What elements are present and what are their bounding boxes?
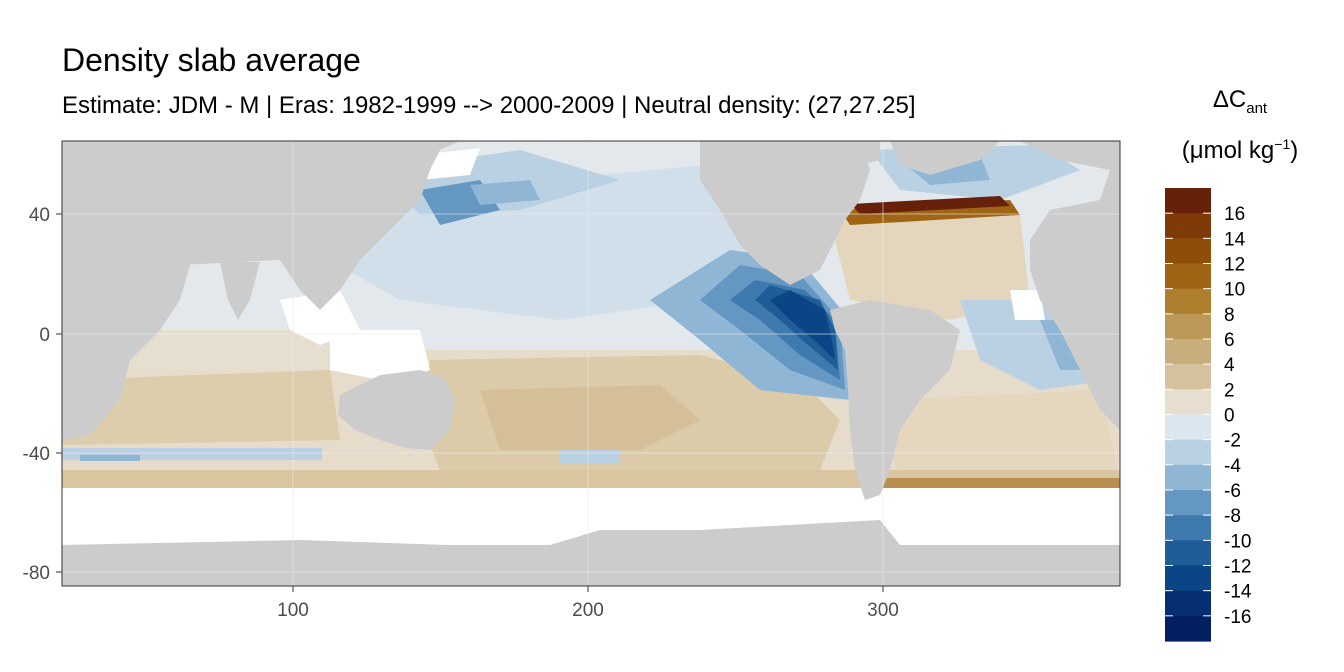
legend-color-step <box>1165 540 1211 567</box>
x-axis-labels: 100 200 300 <box>277 600 899 621</box>
legend-label: -6 <box>1224 481 1241 502</box>
panel-border <box>61 140 1121 587</box>
chart-subtitle: Estimate: JDM - M | Eras: 1982-1999 --> … <box>62 92 916 119</box>
legend-unit-sup: −1 <box>1274 136 1291 152</box>
legend-color-step <box>1165 313 1211 340</box>
legend-color-step <box>1165 490 1211 516</box>
y-tick-label: -80 <box>23 563 50 584</box>
map-panel <box>62 141 1120 586</box>
legend-label: 0 <box>1224 406 1235 427</box>
legend-color-step <box>1165 213 1211 239</box>
land <box>62 141 1120 586</box>
legend-label: 16 <box>1224 204 1245 225</box>
land-india <box>220 262 260 320</box>
y-axis-labels: 40 0 -40 -80 <box>23 205 50 584</box>
legend-label: -16 <box>1224 607 1251 628</box>
legend-label: 12 <box>1224 255 1245 276</box>
legend-color-step <box>1165 339 1211 365</box>
axis-ticks <box>56 213 884 592</box>
grid-lines <box>62 141 1120 586</box>
legend-label: -12 <box>1224 557 1251 578</box>
legend-color-step <box>1165 414 1211 441</box>
legend-color-step <box>1165 188 1211 214</box>
legend-color-step <box>1165 515 1211 541</box>
legend-color-step <box>1165 615 1211 642</box>
legend-color-step <box>1165 439 1211 466</box>
x-tick-label: 100 <box>277 600 309 621</box>
legend-label: 14 <box>1224 229 1246 250</box>
x-tick-label: 200 <box>572 600 604 621</box>
legend-color-step <box>1165 263 1211 290</box>
legend-color-step <box>1165 590 1211 617</box>
legend-label: -2 <box>1224 431 1241 452</box>
legend-unit-prefix: (μmol kg <box>1181 137 1275 164</box>
land-australia <box>338 370 455 450</box>
legend-subscript: ant <box>1246 99 1268 117</box>
legend-color-step <box>1165 389 1211 416</box>
legend-label: 2 <box>1224 380 1235 401</box>
legend-label: -4 <box>1224 456 1241 477</box>
legend-label: 4 <box>1224 355 1235 376</box>
legend-color-step <box>1165 288 1211 315</box>
land-antarctica <box>62 545 1120 586</box>
land-south-america <box>830 300 960 500</box>
legend-unit-suffix: ) <box>1290 137 1299 164</box>
legend-color-step <box>1165 364 1211 390</box>
legend-color-step <box>1165 238 1211 265</box>
y-tick-label: -40 <box>23 444 50 465</box>
land-europe-africa <box>1020 141 1120 430</box>
legend-label: 8 <box>1224 305 1235 326</box>
legend-label: 6 <box>1224 330 1235 351</box>
legend-color-step <box>1165 464 1211 491</box>
land-asia <box>62 141 460 310</box>
y-tick-label: 0 <box>39 325 50 346</box>
land-africa-east <box>62 141 190 440</box>
land-greenland <box>890 141 1000 175</box>
legend-color-step <box>1165 565 1211 592</box>
x-tick-label: 300 <box>867 600 899 621</box>
y-tick-label: 40 <box>29 205 50 226</box>
chart-title: Density slab average <box>62 42 361 78</box>
legend-label: -10 <box>1224 531 1251 552</box>
legend-label: -14 <box>1224 582 1252 603</box>
legend-colorbar <box>1165 188 1211 642</box>
legend-symbol: ΔC <box>1212 86 1247 113</box>
legend-label: 10 <box>1224 280 1245 301</box>
legend-title-symbol: ΔCant <box>1160 86 1320 117</box>
legend-label: -8 <box>1224 506 1241 527</box>
legend-labels: 16 14 12 10 8 6 4 2 0 -2 -4 -6 -8 -10 -12 -14 -16 <box>1224 204 1252 628</box>
land-north-america <box>700 141 870 285</box>
legend-title-unit: (μmol kg−1) <box>1160 136 1320 165</box>
